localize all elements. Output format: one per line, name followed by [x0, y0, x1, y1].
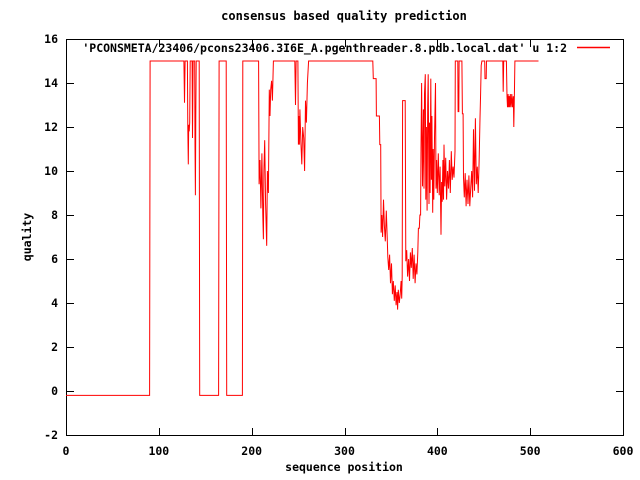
plot-border — [66, 39, 624, 436]
y-tick-label: 12 — [44, 120, 58, 134]
y-tick-label: 14 — [44, 76, 58, 90]
x-tick-label: 500 — [519, 444, 541, 458]
quality-curve — [66, 60, 539, 396]
y-tick-label: 10 — [44, 164, 58, 178]
x-tick-label: 200 — [241, 444, 263, 458]
chart-title: consensus based quality prediction — [221, 9, 467, 23]
x-tick-label: 300 — [334, 444, 355, 458]
y-tick-label: 8 — [51, 208, 58, 222]
axis-tick-marks — [66, 39, 624, 436]
x-axis-label: sequence position — [285, 460, 403, 474]
y-tick-label: 16 — [44, 32, 58, 46]
x-tick-label: 400 — [426, 444, 448, 458]
y-tick-label: 4 — [51, 296, 58, 310]
y-tick-label: 6 — [51, 252, 58, 266]
y-tick-label: -2 — [44, 428, 58, 442]
y-tick-label: 0 — [51, 384, 58, 398]
legend-label: 'PCONSMETA/23406/pcons23406.3I6E_A.pgent… — [82, 41, 567, 55]
x-tick-label: 600 — [612, 444, 634, 458]
y-tick-label: 2 — [51, 340, 58, 354]
x-tick-label: 100 — [148, 444, 170, 458]
x-tick-label: 0 — [62, 444, 70, 458]
